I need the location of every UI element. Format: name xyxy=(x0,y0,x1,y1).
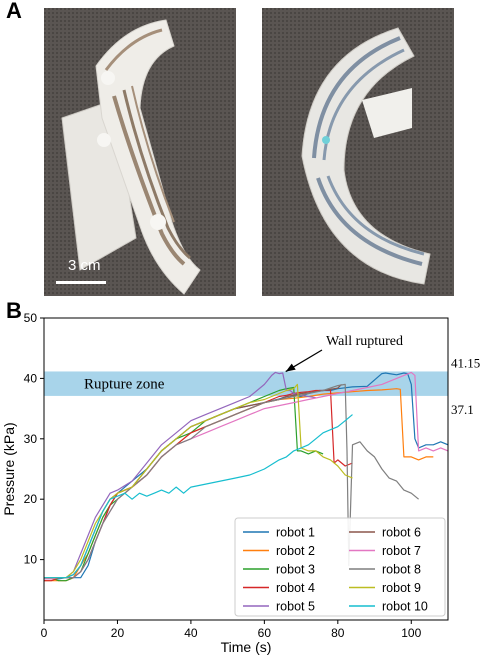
photo-left-robot xyxy=(44,8,236,296)
rupture-zone-band xyxy=(44,371,448,396)
legend-entry: robot 8 xyxy=(382,563,421,577)
series-line-robot-9 xyxy=(44,383,353,579)
panel-a-letter: A xyxy=(6,0,22,23)
legend-entry: robot 4 xyxy=(276,581,315,595)
legend-entry: robot 7 xyxy=(382,544,421,558)
rupture-zone-label: Rupture zone xyxy=(84,377,165,393)
y-axis-label: Pressure (kPa) xyxy=(1,422,17,515)
panel-b-letter: B xyxy=(6,298,22,323)
band-upper-value: 41.15 xyxy=(451,355,480,370)
legend-entry: robot 2 xyxy=(276,544,315,558)
x-tick-label: 0 xyxy=(41,626,48,640)
legend-entry: robot 1 xyxy=(276,526,315,540)
legend-entry: robot 3 xyxy=(276,563,315,577)
scalebar-label: 3 cm xyxy=(68,257,101,274)
wall-ruptured-annotation: Wall ruptured xyxy=(326,334,403,349)
legend-entry: robot 5 xyxy=(276,600,315,614)
plot-frame xyxy=(43,317,449,621)
legend-entry: robot 6 xyxy=(382,526,421,540)
legend-box xyxy=(234,517,446,617)
y-tick-label: 10 xyxy=(24,553,38,567)
series-line-robot-8 xyxy=(44,383,419,579)
legend-entry: robot 9 xyxy=(382,581,421,595)
y-tick-label: 40 xyxy=(24,371,38,385)
band-lower-value: 37.1 xyxy=(451,402,474,417)
x-axis-label: Time (s) xyxy=(221,639,272,655)
y-tick-label: 50 xyxy=(24,311,38,325)
y-tick-label: 20 xyxy=(24,492,38,506)
annotation-arrow-head xyxy=(285,363,296,372)
x-tick-label: 100 xyxy=(401,626,421,640)
x-tick-label: 60 xyxy=(258,626,272,640)
x-tick-label: 20 xyxy=(111,626,125,640)
x-tick-label: 40 xyxy=(184,626,198,640)
series-line-robot-5 xyxy=(44,371,316,579)
pressure-chart: 0 20 40 60 80 100 10 20 30 40 50 Time (s) Pressure… xyxy=(1,311,480,655)
x-tick-label: 80 xyxy=(331,626,345,640)
y-tick-label: 30 xyxy=(24,432,38,446)
series-line-robot-10 xyxy=(44,414,353,579)
photo-right-robot xyxy=(262,8,454,296)
legend-entry: robot 10 xyxy=(382,600,428,614)
